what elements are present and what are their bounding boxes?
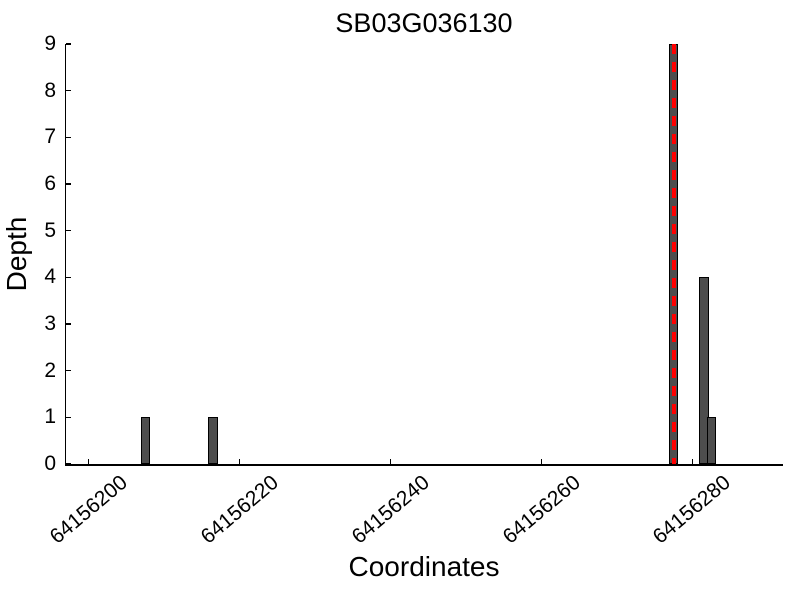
snp-marker-line (671, 44, 676, 464)
y-tick-label: 4 (44, 265, 56, 289)
depth-bar (706, 417, 716, 464)
y-axis-tick (66, 229, 71, 232)
y-tick-label: 6 (44, 172, 56, 195)
y-tick-label: 3 (44, 312, 56, 335)
y-axis-tick (66, 136, 71, 139)
x-tick-label: 64156260 (497, 470, 585, 549)
y-axis-tick (66, 416, 71, 419)
y-axis-tick (66, 369, 71, 372)
x-tick-label: 64156200 (45, 470, 132, 549)
y-axis-tick (66, 276, 71, 279)
x-axis-tick (238, 459, 241, 464)
y-axis-tick (66, 183, 71, 185)
y-tick-label: 5 (44, 218, 56, 242)
y-axis-spine (64, 44, 66, 466)
y-tick-label: 7 (44, 125, 56, 149)
depth-bar (699, 277, 709, 464)
depth-bar (208, 417, 218, 464)
x-axis-spine (64, 464, 783, 466)
y-axis-tick (66, 89, 71, 92)
y-tick-label: 8 (44, 78, 56, 102)
y-axis-tick (66, 323, 71, 325)
y-tick-label: 1 (44, 405, 56, 429)
x-axis-tick (389, 459, 392, 464)
y-tick-label: 9 (44, 32, 56, 55)
x-axis-tick (87, 459, 90, 464)
x-tick-label: 64156220 (196, 470, 283, 549)
x-axis-tick (540, 459, 543, 464)
x-tick-label: 64156240 (346, 470, 434, 549)
x-tick-label: 64156280 (648, 470, 736, 549)
y-axis-tick (66, 463, 71, 465)
y-axis-tick (66, 43, 71, 45)
y-tick-label: 2 (44, 358, 56, 382)
x-axis-tick (691, 459, 694, 464)
x-axis-label: Coordinates (348, 551, 500, 582)
plot-area (66, 43, 783, 465)
y-tick-label: 0 (44, 452, 56, 475)
depth-bar (140, 417, 150, 464)
chart-title: SB03G036130 (335, 8, 513, 38)
